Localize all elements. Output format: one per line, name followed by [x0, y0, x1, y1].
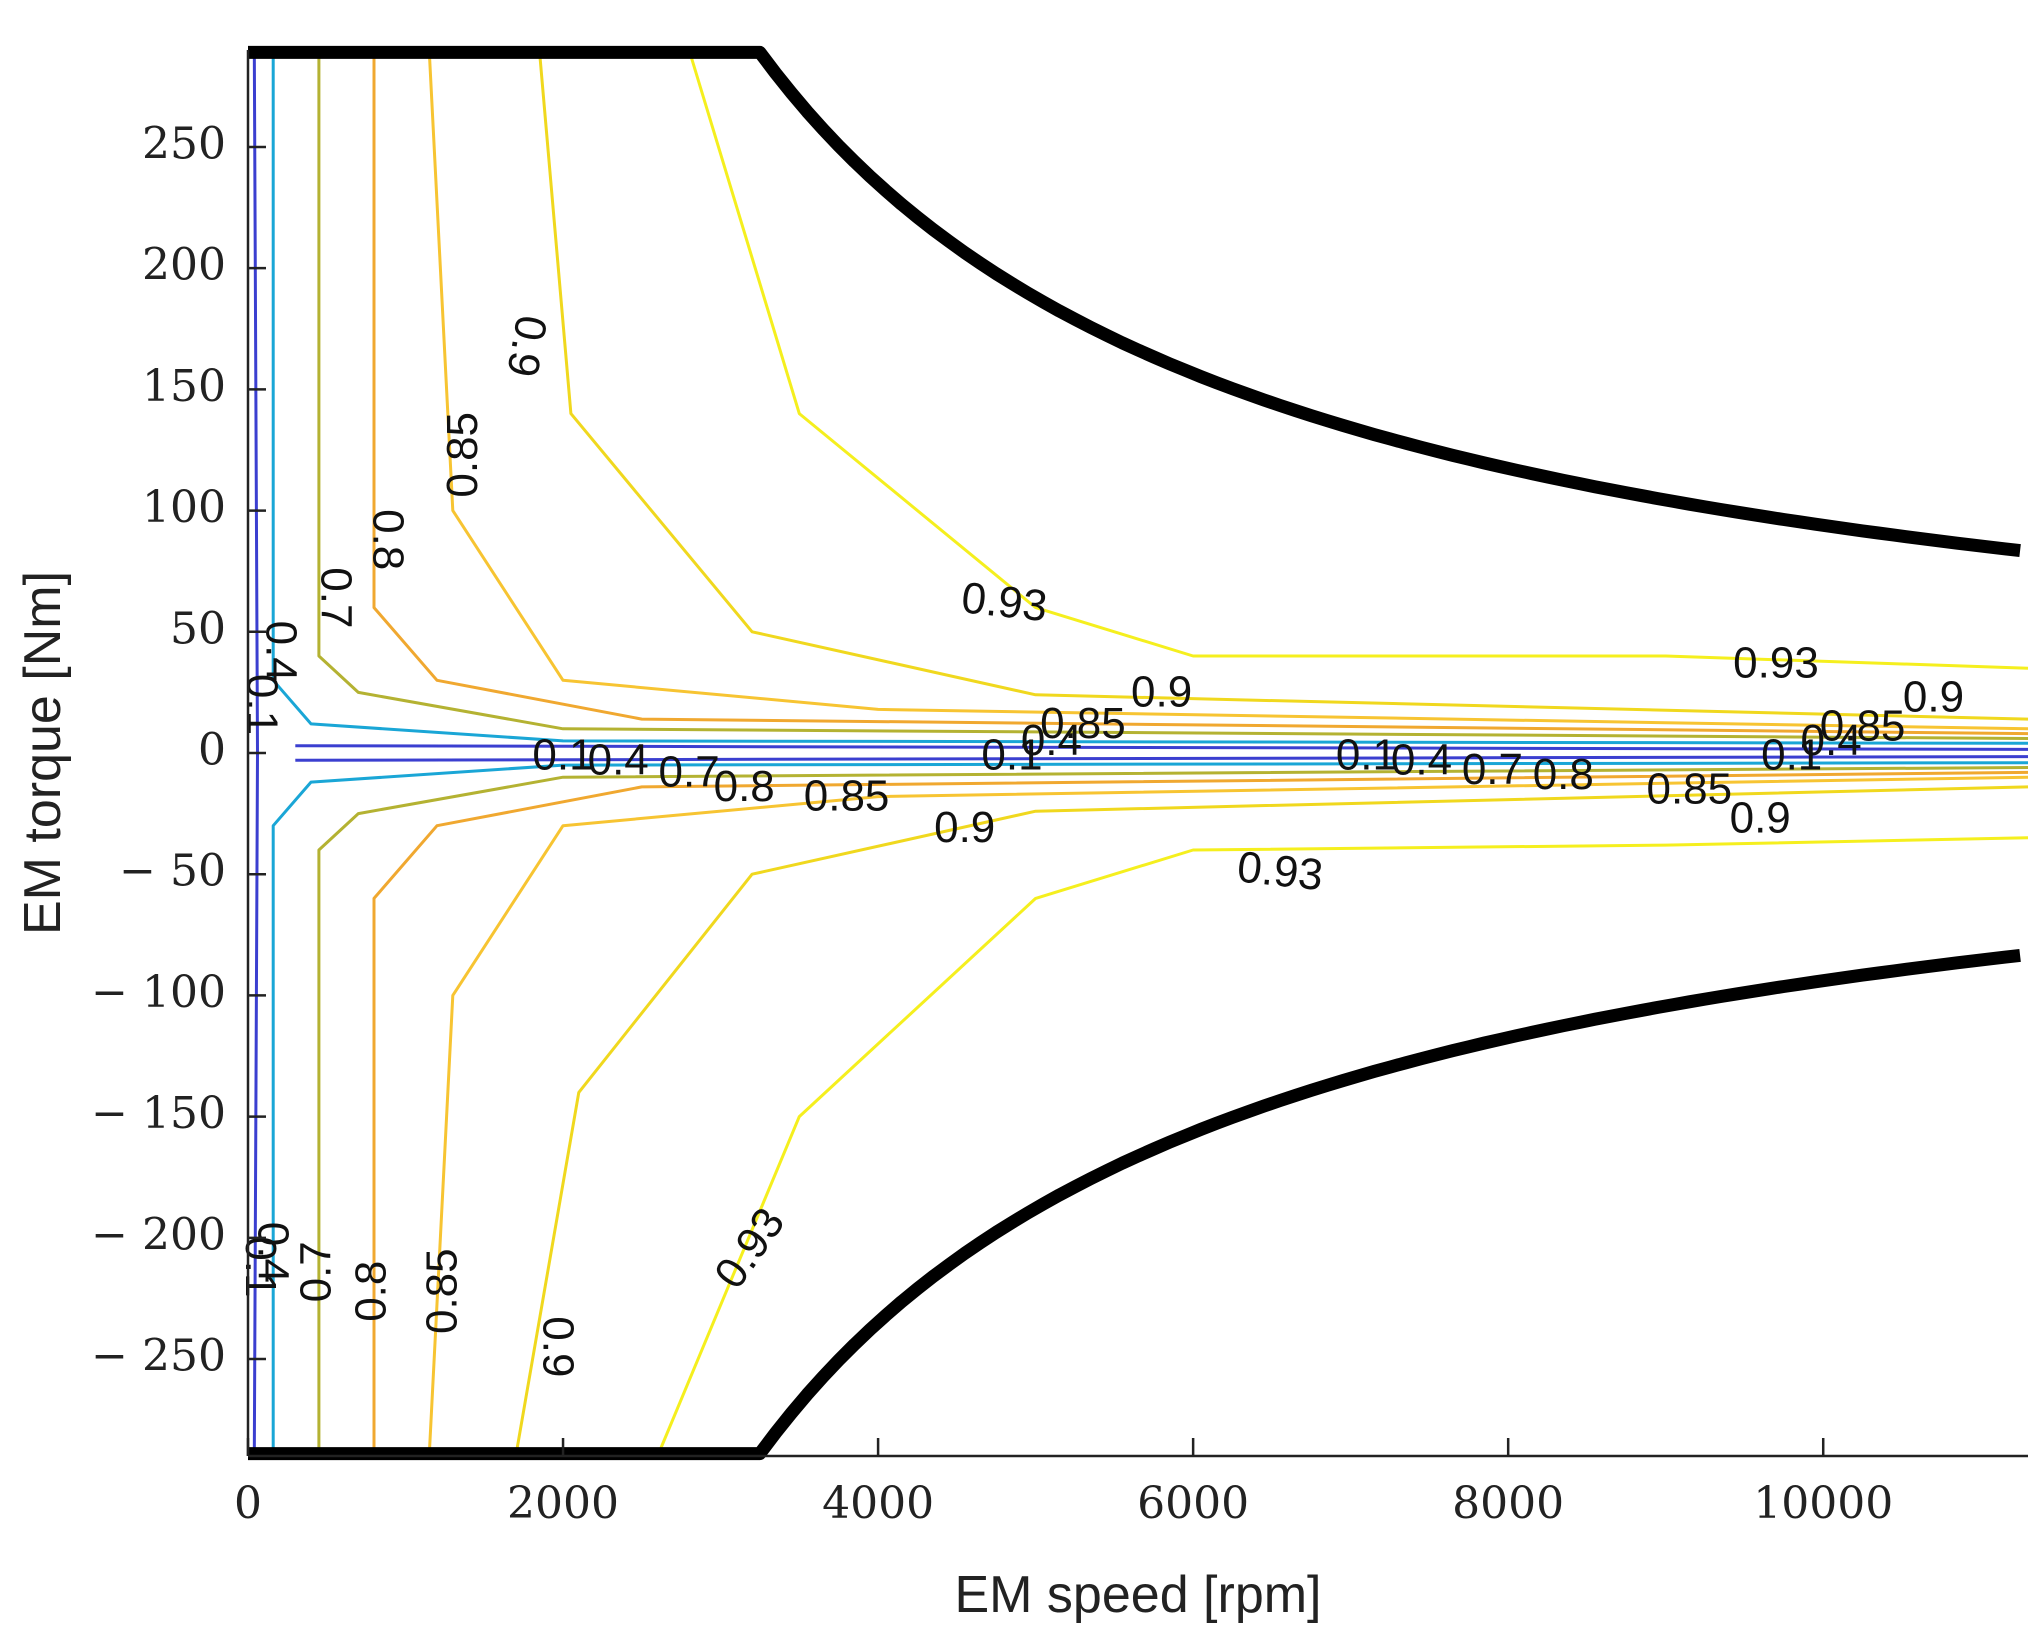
- x-axis-title: EM speed [rpm]: [954, 1566, 1321, 1624]
- contour-label: 0.1: [1761, 730, 1822, 779]
- contour-label: 0.93: [1235, 842, 1325, 900]
- contour-labels: 0.90.850.80.70.40.10.930.90.850.40.10.93…: [236, 312, 1964, 1378]
- max-torque-envelope: [248, 45, 2021, 1461]
- y-tick-label: − 100: [91, 967, 226, 1018]
- y-tick-label: 0: [198, 725, 226, 776]
- contour-label: 0.1: [981, 730, 1042, 779]
- x-ticks: 0 2000 4000 6000 8000 10000: [234, 1438, 1893, 1529]
- y-ticks: 250 200 150 100 50 0 − 50 − 100 − 150 − 200 − 250: [91, 118, 266, 1382]
- contour-label: 0.8: [363, 509, 412, 570]
- y-tick-label: − 250: [91, 1331, 226, 1382]
- contour-label: 0.85: [1040, 699, 1126, 748]
- contour-0_1-center-low: [295, 755, 2029, 762]
- contour-0_8-speed-pos: [372, 50, 2029, 736]
- contour-label: 0.1: [1336, 730, 1397, 779]
- contour-label: 0.4: [588, 735, 649, 784]
- contour-0_4-speed-neg: [271, 761, 2029, 1456]
- contour-label: 0.85: [418, 1248, 467, 1334]
- contour-0_93-speed-pos: [687, 49, 2029, 670]
- contour-label: 0.9: [497, 312, 556, 381]
- envelope-bottom: [248, 948, 2021, 1461]
- envelope-top: [248, 45, 2021, 558]
- contour-label: 0.9: [1903, 672, 1964, 721]
- contour-0_1-center: [295, 744, 2029, 751]
- contour-label: 0.1: [237, 674, 286, 735]
- x-tick-label: 10000: [1753, 1478, 1893, 1529]
- contour-label: 0.8: [1533, 750, 1594, 799]
- contour-label: 0.4: [248, 1222, 297, 1283]
- contour-label: 0.8: [714, 762, 775, 811]
- x-tick-label: 2000: [507, 1478, 619, 1529]
- contour-0_9-speed-neg: [514, 785, 2029, 1457]
- y-tick-label: − 50: [119, 846, 226, 897]
- contour-0_7-speed-pos: [317, 50, 2029, 740]
- contour-lines: [248, 48, 2029, 1458]
- contour-label: 0.4: [256, 621, 305, 682]
- contour-label: 0.4: [1801, 716, 1862, 765]
- contour-0_85-speed-pos: [427, 49, 2029, 731]
- contour-label: 0.93: [705, 1199, 794, 1297]
- contour-0_85-speed-neg: [427, 775, 2029, 1457]
- contour-label: 0.1: [236, 1236, 285, 1297]
- contour-label: 0.93: [1733, 638, 1819, 687]
- y-tick-label: 200: [142, 240, 226, 291]
- contour-0_93-speed-neg: [656, 836, 2029, 1457]
- contour-label: 0.7: [311, 567, 360, 628]
- y-axis-title: EM torque [Nm]: [14, 571, 72, 935]
- contour-label: 0.85: [438, 412, 487, 498]
- y-tick-label: − 150: [91, 1088, 226, 1139]
- x-tick-label: 0: [234, 1478, 262, 1529]
- x-tick-label: 6000: [1137, 1478, 1249, 1529]
- y-tick-label: 100: [142, 482, 226, 533]
- x-tick-label: 8000: [1452, 1478, 1564, 1529]
- contour-label: 0.85: [1646, 764, 1732, 813]
- contour-0_7-speed-neg: [317, 766, 2029, 1456]
- y-tick-label: 150: [142, 361, 226, 412]
- y-tick-label: − 200: [91, 1209, 226, 1260]
- contour-label: 0.9: [934, 803, 995, 852]
- contour-label: 0.85: [1820, 701, 1906, 750]
- contour-0_4-speed-pos: [271, 50, 2029, 745]
- y-tick-label: 250: [142, 118, 226, 169]
- contour-label: 0.9: [1131, 667, 1192, 716]
- contour-label: 0.8: [347, 1261, 396, 1322]
- contour-label: 0.1: [532, 730, 593, 779]
- contour-label: 0.9: [1730, 794, 1791, 843]
- y-tick-label: 50: [170, 603, 226, 654]
- contour-0_8-speed-neg: [372, 770, 2029, 1456]
- contour-label: 0.7: [1462, 745, 1523, 794]
- contour-label: 0.4: [1391, 735, 1452, 784]
- contour-label: 0.4: [1021, 716, 1082, 765]
- contour-label: 0.93: [959, 573, 1049, 631]
- contour-0_9-speed-pos: [537, 49, 2029, 721]
- contour-label: 0.9: [534, 1316, 583, 1377]
- contour-label: 0.7: [659, 747, 720, 796]
- contour-label: 0.7: [292, 1241, 341, 1302]
- contour-label: 0.85: [804, 772, 890, 821]
- x-tick-label: 4000: [822, 1478, 934, 1529]
